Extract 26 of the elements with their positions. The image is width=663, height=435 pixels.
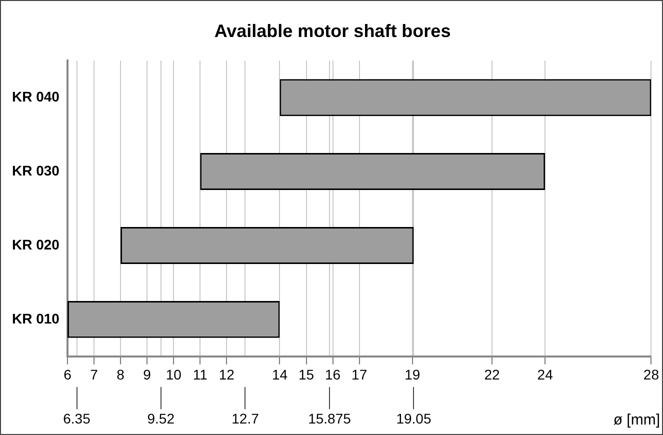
x-tick-label: 8 bbox=[116, 366, 125, 383]
x-tick-label: 19 bbox=[404, 366, 420, 383]
x2-tick-label: 19.05 bbox=[396, 410, 432, 426]
x-tick-label: 14 bbox=[272, 366, 288, 383]
chart-title: Available motor shaft bores bbox=[214, 20, 451, 41]
x-tick-label: 17 bbox=[352, 366, 368, 383]
x-tick-label: 11 bbox=[192, 366, 208, 383]
y-tick-label: KR 020 bbox=[12, 236, 60, 252]
x-tick-label: 6 bbox=[64, 366, 72, 383]
y-tick-label: KR 010 bbox=[12, 310, 60, 326]
x-tick-label: 28 bbox=[643, 366, 660, 383]
x-axis-title: ø [mm] bbox=[613, 412, 660, 429]
x2-tick-label: 6.35 bbox=[63, 410, 91, 426]
x-tick-label: 15 bbox=[298, 366, 314, 383]
x2-tick-label: 9.52 bbox=[147, 410, 175, 426]
x-tick-label: 12 bbox=[218, 366, 235, 383]
y-tick-label: KR 040 bbox=[12, 88, 60, 104]
x-tick-label: 24 bbox=[537, 366, 554, 383]
x-tick-label: 16 bbox=[325, 366, 341, 383]
x-tick-label: 7 bbox=[90, 366, 98, 383]
x-tick-label: 9 bbox=[143, 366, 152, 383]
x-tick-label: 22 bbox=[484, 366, 500, 383]
x2-tick-label: 15.875 bbox=[308, 410, 352, 426]
x2-tick-label: 12.7 bbox=[232, 410, 260, 426]
y-tick-label: KR 030 bbox=[12, 162, 60, 178]
x-tick-label: 10 bbox=[166, 366, 182, 383]
